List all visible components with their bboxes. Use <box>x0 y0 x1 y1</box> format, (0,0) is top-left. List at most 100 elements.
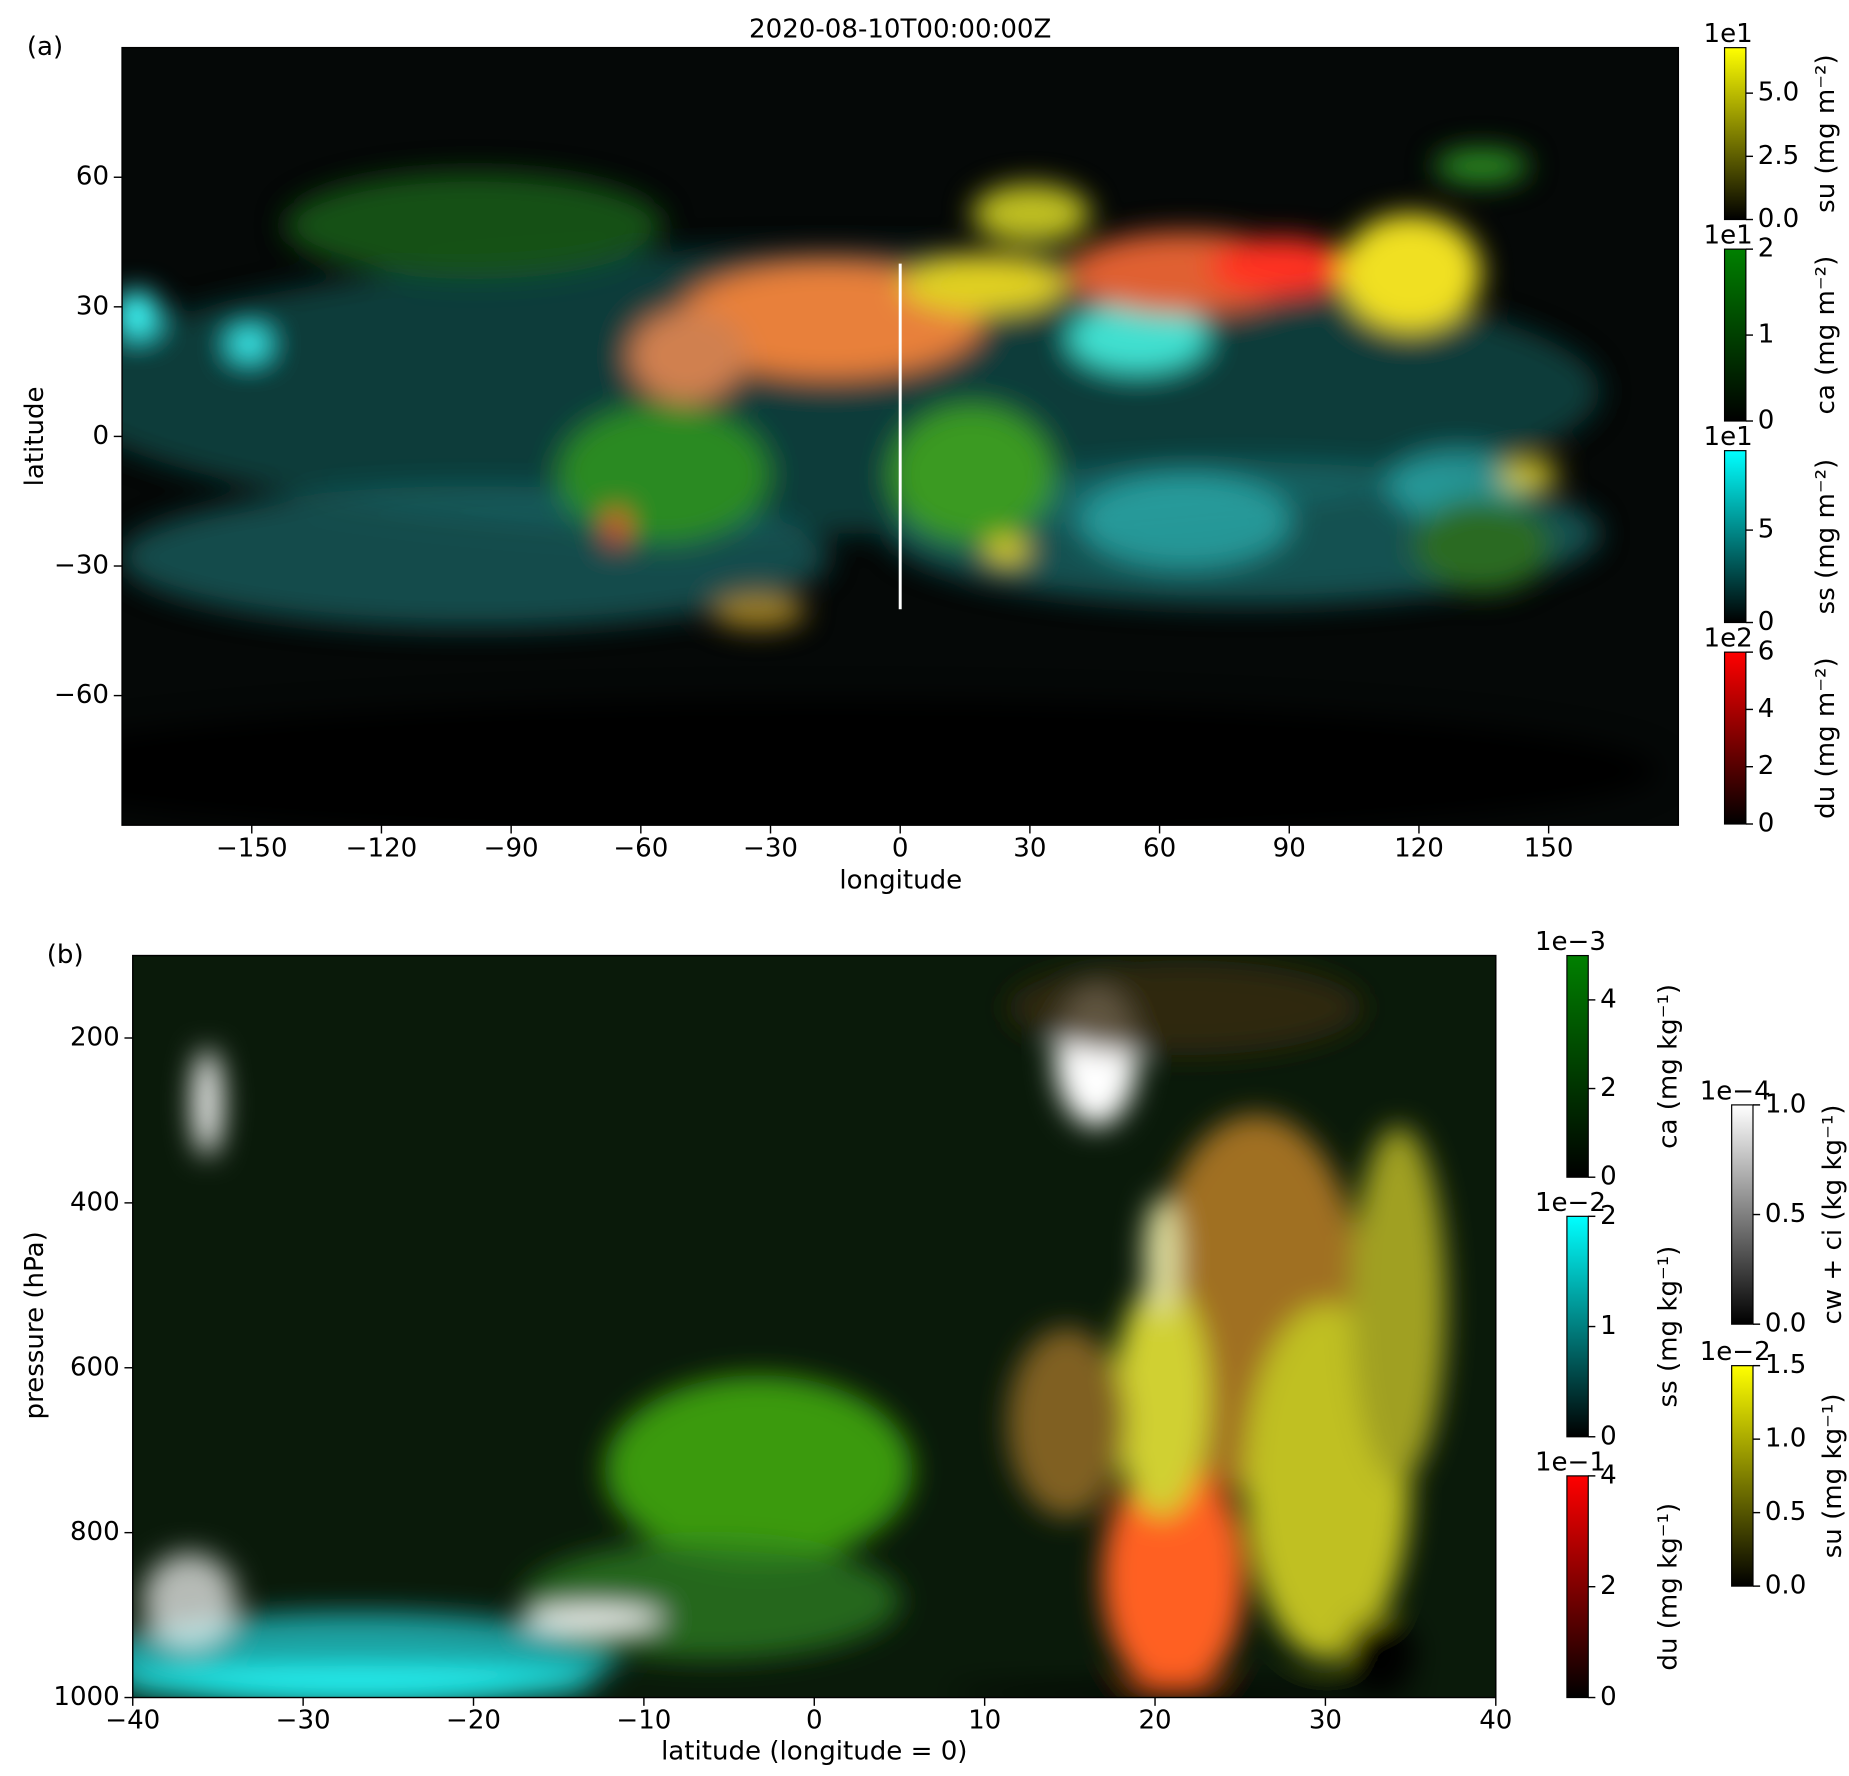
field-patch <box>1499 460 1559 489</box>
field-patch <box>1114 1280 1209 1518</box>
field-patch <box>122 699 1660 826</box>
field-patch <box>1102 1458 1245 1696</box>
colorbar-exponent: 1e2 <box>1704 624 1753 654</box>
colorbar-tick-label: 0.0 <box>1765 1571 1806 1601</box>
field-patch <box>1078 474 1292 570</box>
colorbar-tick-label: 5 <box>1758 515 1775 545</box>
field-patch <box>604 1375 913 1565</box>
colorbar-tick-label: 0 <box>1758 406 1775 436</box>
field-patch <box>122 290 161 339</box>
field-patch <box>948 1685 1423 1698</box>
colorbar <box>1566 1475 1589 1699</box>
colorbar-tick-label: 2 <box>1600 1571 1617 1601</box>
x-tick-label: −20 <box>446 1706 501 1736</box>
colorbar-tick-label: 0.0 <box>1758 204 1799 234</box>
y-tick-label: 30 <box>76 291 109 321</box>
field-patch <box>983 537 1032 566</box>
field-patch <box>1434 148 1529 184</box>
colorbar-tick-label: 1.0 <box>1765 1089 1806 1119</box>
y-tick-label: −60 <box>54 680 109 710</box>
colorbar <box>1731 1104 1754 1325</box>
colorbar-label: du (mg m⁻²) <box>1811 657 1841 819</box>
x-tick-label: −30 <box>743 833 798 863</box>
field-patch <box>1208 237 1352 297</box>
colorbar-exponent: 1e−1 <box>1535 1447 1606 1477</box>
field-image <box>122 148 1660 826</box>
x-tick-label: 120 <box>1394 833 1444 863</box>
field-patch <box>1345 1618 1417 1690</box>
colorbar-tick-label: 6 <box>1758 637 1775 667</box>
colorbar-tick-label: 2.5 <box>1758 141 1799 171</box>
field-patch <box>227 327 271 361</box>
colorbar-tick-label: 5.0 <box>1758 78 1799 108</box>
field-patch <box>1339 213 1482 333</box>
x-tick-label: 20 <box>1138 1706 1171 1736</box>
field-patch <box>521 1541 901 1660</box>
colorbar-tick-label: 0.5 <box>1765 1497 1806 1527</box>
colorbar-label: ss (mg kg⁻¹) <box>1653 1246 1683 1408</box>
colorbar <box>1566 1215 1589 1438</box>
colorbar-tick-label: 0 <box>1758 808 1775 838</box>
x-tick-label: −150 <box>216 833 288 863</box>
x-tick-label: −10 <box>616 1706 671 1736</box>
colorbar-tick-label: 0 <box>1758 607 1775 637</box>
x-tick-label: −90 <box>484 833 539 863</box>
colorbar-tick-label: 4 <box>1600 1460 1617 1490</box>
colorbar-tick-label: 0 <box>1600 1162 1617 1192</box>
colorbar-tick-label: 1.5 <box>1765 1350 1806 1380</box>
field-patch <box>132 1665 593 1698</box>
colorbar-label: ca (mg m⁻²) <box>1811 256 1841 415</box>
chart-title: 2020-08-10T00:00:00Z <box>749 14 1051 44</box>
colorbar <box>1723 651 1747 825</box>
field-patch <box>900 255 1067 315</box>
colorbar-exponent: 1e−2 <box>1535 1188 1606 1218</box>
x-axis-label: longitude <box>839 865 962 895</box>
field-patch <box>1410 498 1553 593</box>
x-tick-label: 10 <box>968 1706 1001 1736</box>
colorbar-label: du (mg kg⁻¹) <box>1653 1503 1683 1671</box>
colorbar-tick-label: 2 <box>1600 1201 1617 1231</box>
panel-label: (a) <box>27 32 63 62</box>
colorbar <box>1723 248 1747 422</box>
field-patch <box>122 249 1600 534</box>
x-tick-label: 0 <box>806 1706 823 1736</box>
colorbar-tick-label: 2 <box>1758 234 1775 264</box>
x-tick-label: 150 <box>1524 833 1574 863</box>
x-tick-label: −60 <box>613 833 668 863</box>
colorbar-label: ss (mg m⁻²) <box>1811 459 1841 615</box>
field-patch <box>1351 1126 1447 1482</box>
colorbar-tick-label: 0 <box>1600 1682 1617 1712</box>
colorbar-tick-label: 0.5 <box>1765 1199 1806 1229</box>
colorbar-exponent: 1e1 <box>1704 221 1753 251</box>
x-tick-label: −30 <box>276 1706 331 1736</box>
colorbar <box>1723 47 1747 221</box>
field-patch <box>606 509 626 546</box>
colorbar-tick-label: 2 <box>1758 751 1775 781</box>
x-tick-label: 0 <box>892 833 909 863</box>
colorbar <box>1566 954 1589 1178</box>
colorbar-tick-label: 0 <box>1600 1421 1617 1451</box>
colorbar-exponent: 1e1 <box>1704 422 1753 452</box>
field-image <box>132 960 1447 1698</box>
field-patch <box>888 403 1055 546</box>
field-patch <box>521 1606 664 1630</box>
field-patch <box>557 403 771 546</box>
colorbar-exponent: 1e−3 <box>1535 927 1606 957</box>
field-patch <box>1007 1327 1126 1518</box>
colorbar-tick-label: 1 <box>1758 320 1775 350</box>
y-tick-label: −30 <box>54 551 109 581</box>
colorbar <box>1723 450 1747 624</box>
colorbar-tick-label: 2 <box>1600 1073 1617 1103</box>
x-tick-label: 40 <box>1479 1706 1512 1736</box>
x-tick-label: −120 <box>346 833 418 863</box>
field-patch <box>971 183 1091 244</box>
colorbar-label: ca (mg kg⁻¹) <box>1653 984 1683 1149</box>
y-tick-label: 0 <box>92 421 109 451</box>
colorbar-exponent: 1e−4 <box>1700 1076 1771 1106</box>
field-patch <box>193 1049 222 1156</box>
y-tick-label: 60 <box>76 162 109 192</box>
plot-frame <box>121 46 1680 826</box>
colorbar-tick-label: 4 <box>1600 984 1617 1014</box>
x-tick-label: 60 <box>1143 833 1176 863</box>
